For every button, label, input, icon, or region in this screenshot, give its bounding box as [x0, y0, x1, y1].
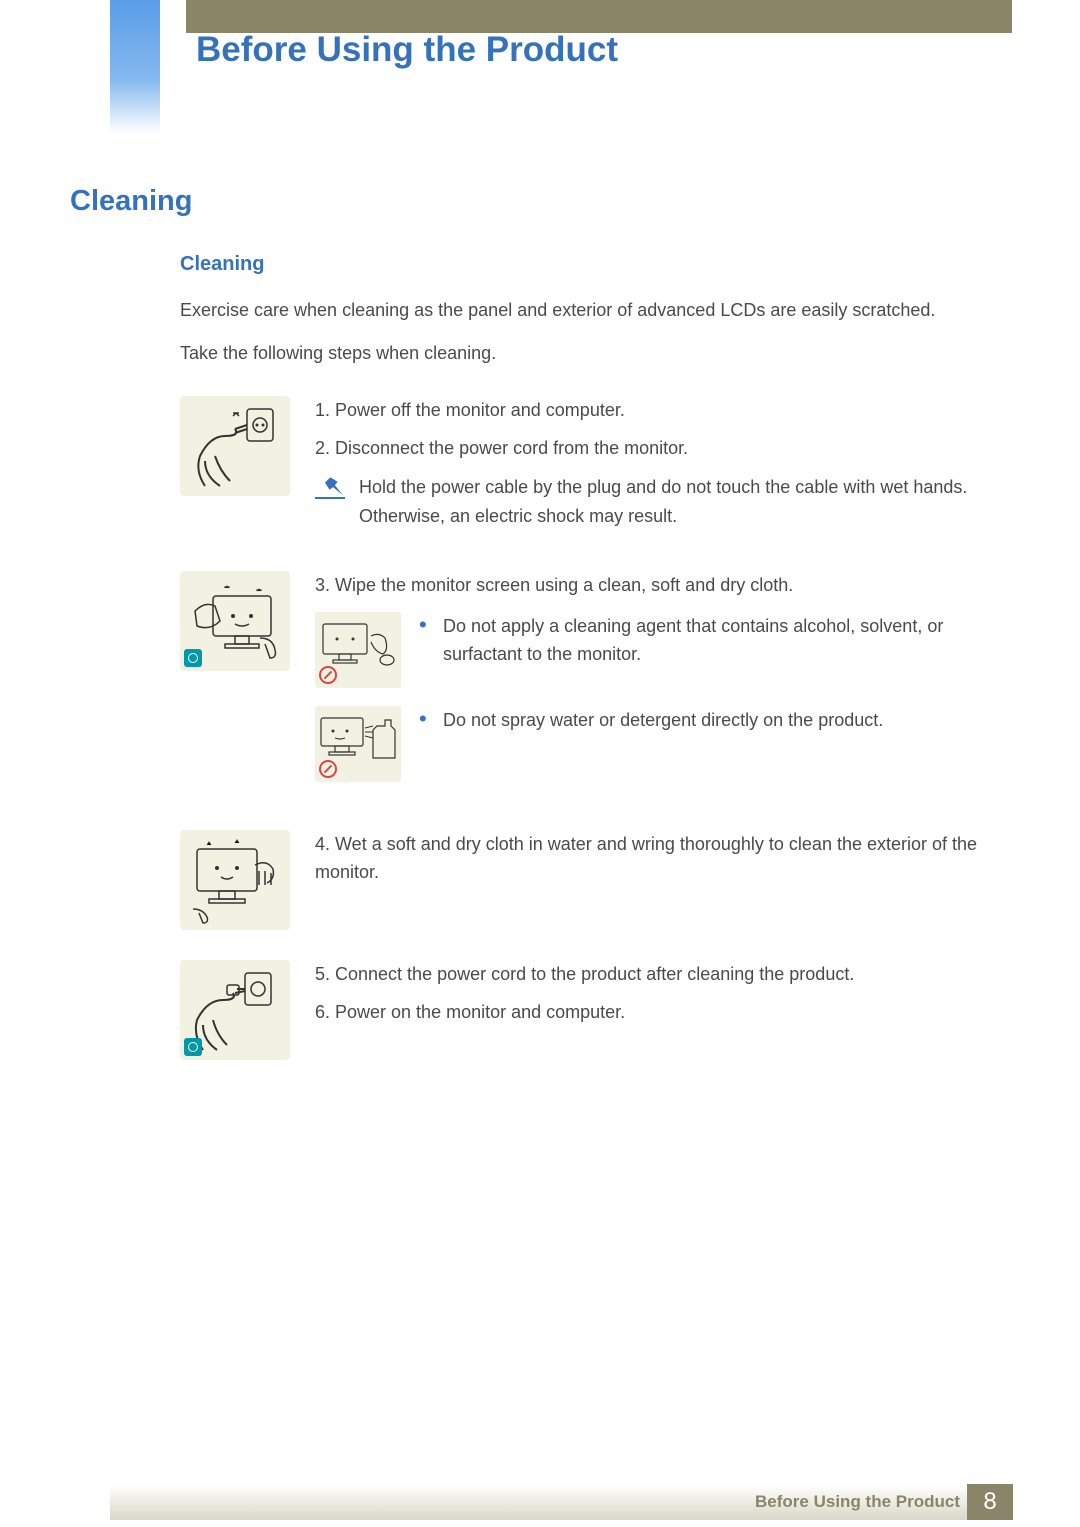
step-2: 2. Disconnect the power cord from the mo…: [315, 434, 995, 463]
prohibit-icon: [319, 666, 337, 684]
bullet-icon: •: [419, 708, 429, 730]
warning-a-text: Do not apply a cleaning agent that conta…: [443, 612, 995, 670]
step-text-4: 4. Wet a soft and dry cloth in water and…: [315, 830, 995, 930]
step-6: 6. Power on the monitor and computer.: [315, 998, 995, 1027]
step-1: 1. Power off the monitor and computer.: [315, 396, 995, 425]
page-footer: Before Using the Product 8: [0, 1485, 1080, 1527]
illustration-wipe-exterior: [180, 830, 290, 930]
illustration-no-spray: [315, 706, 401, 782]
warning-b-text: Do not spray water or detergent directly…: [443, 706, 995, 735]
step-block-1: 1. Power off the monitor and computer. 2…: [180, 396, 995, 541]
illustration-wipe-screen: [180, 571, 290, 671]
illustration-plug-in: [180, 960, 290, 1060]
section-heading: Cleaning: [70, 185, 192, 218]
step-block-4: 4. Wet a soft and dry cloth in water and…: [180, 830, 995, 930]
illustration-unplug: [180, 396, 290, 496]
sub-heading: Cleaning: [180, 253, 264, 276]
header-bar: [186, 0, 1012, 33]
power-badge-icon: [184, 649, 202, 667]
step-block-5-6: 5. Connect the power cord to the product…: [180, 960, 995, 1060]
bullet-icon: •: [419, 614, 429, 636]
power-badge-icon: [184, 1038, 202, 1056]
warning-b-block: • Do not spray water or detergent direct…: [315, 706, 995, 782]
step-2-note: Hold the power cable by the plug and do …: [359, 473, 995, 531]
content-body: Exercise care when cleaning as the panel…: [180, 296, 995, 1090]
illustration-no-cleaner: [315, 612, 401, 688]
note-icon: [315, 473, 345, 499]
unplug-icon: [185, 401, 285, 491]
chapter-title: Before Using the Product: [196, 30, 618, 70]
step-text-5-6: 5. Connect the power cord to the product…: [315, 960, 995, 1060]
step-4: 4. Wet a soft and dry cloth in water and…: [315, 830, 995, 888]
intro-text-2: Take the following steps when cleaning.: [180, 339, 995, 368]
step-3: 3. Wipe the monitor screen using a clean…: [315, 571, 995, 600]
warning-a-block: • Do not apply a cleaning agent that con…: [315, 612, 995, 688]
step-5: 5. Connect the power cord to the product…: [315, 960, 995, 989]
note-row: Hold the power cable by the plug and do …: [315, 473, 995, 541]
intro-text-1: Exercise care when cleaning as the panel…: [180, 296, 995, 325]
chapter-tab: [110, 0, 160, 133]
step-block-3: 3. Wipe the monitor screen using a clean…: [180, 571, 995, 800]
prohibit-icon: [319, 760, 337, 778]
wipe-ext-icon: [185, 835, 285, 925]
step-text-1-2: 1. Power off the monitor and computer. 2…: [315, 396, 995, 541]
page-number: 8: [967, 1484, 1013, 1520]
step-text-3: 3. Wipe the monitor screen using a clean…: [315, 571, 995, 800]
footer-chapter-label: Before Using the Product: [755, 1492, 960, 1512]
